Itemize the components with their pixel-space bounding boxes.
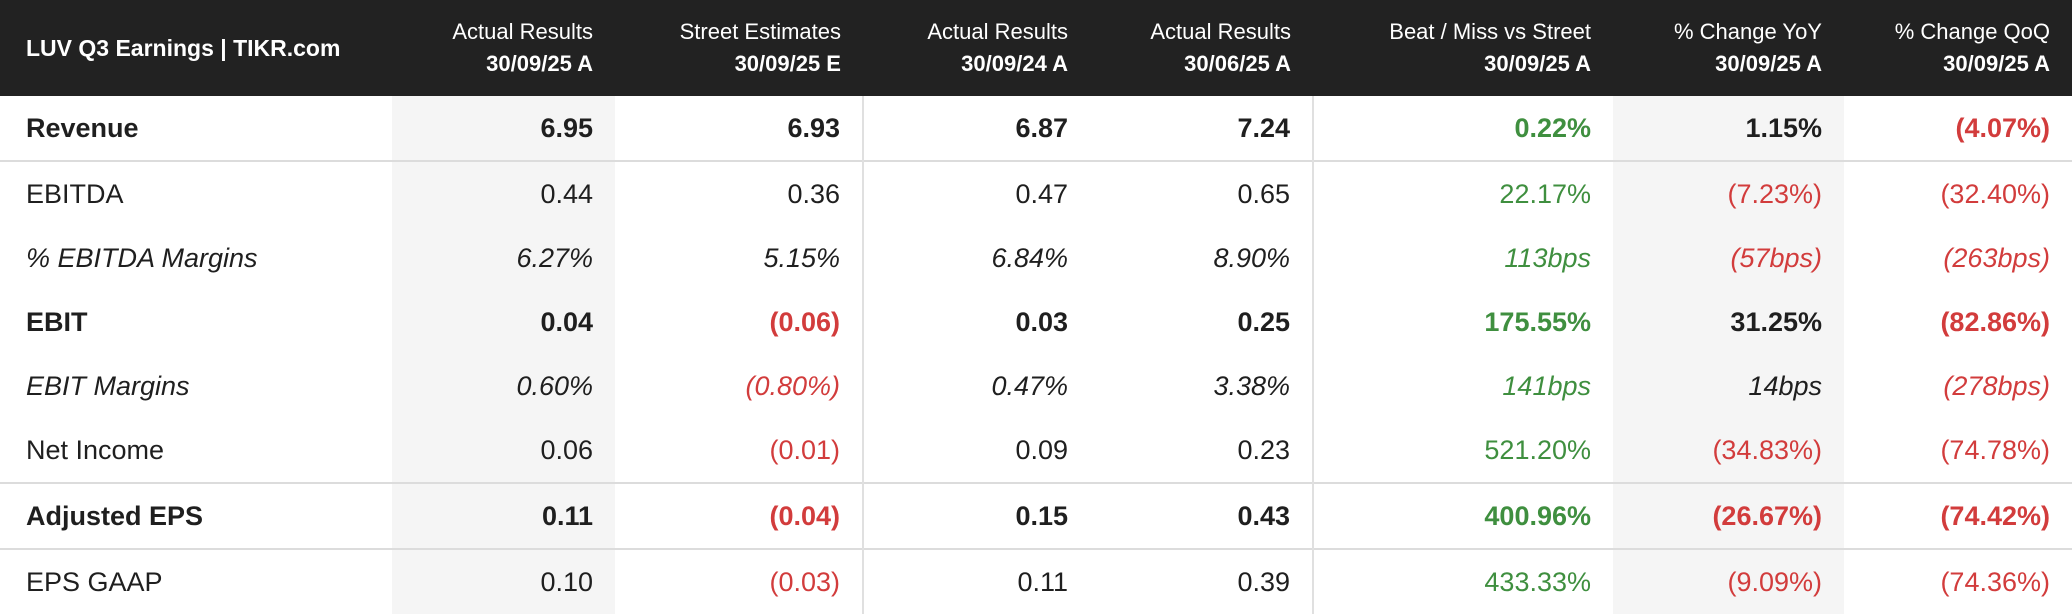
table-cell: (263bps) [1943,242,2050,273]
table-cell: (4.07%) [1955,112,2050,143]
row-label: EPS GAAP [0,548,392,614]
col-header-line1: Actual Results [927,19,1068,44]
table-cell: 8.90% [1213,242,1290,273]
col-header-beat-miss: Beat / Miss vs Street 30/09/25 A [1313,0,1613,96]
col-header-line2: 30/09/25 A [486,51,593,76]
table-cell: (26.67%) [1613,482,1844,549]
table-cell: 3.38% [1213,370,1290,401]
table-cell: 0.22% [1312,96,1613,161]
table-cell: 6.93 [787,112,840,143]
table-cell: 400.96% [1312,482,1613,549]
table-cell: 22.17% [1312,160,1613,226]
col-header-actual-q3-2024: Actual Results 30/09/24 A [863,0,1090,96]
table-cell: 521.20% [1312,418,1613,483]
row-label: EBITDA [0,160,392,226]
col-header-line2: 30/09/25 E [734,51,841,76]
table-cell: (9.09%) [1613,548,1844,614]
table-cell: 6.27% [392,226,615,290]
row-label: EBIT Margins [26,370,190,401]
col-header-line1: Beat / Miss vs Street [1389,19,1591,44]
table-row: EBIT Margins 0.60% (0.80%) 0.47% 3.38% 1… [0,354,2072,418]
col-header-change-qoq: % Change QoQ 30/09/25 A [1844,0,2072,96]
table-cell: (34.83%) [1613,418,1844,483]
table-cell: 0.60% [392,354,615,418]
col-header-line1: % Change YoY [1673,19,1822,44]
table-cell: (0.06) [769,306,840,337]
col-header-line2: 30/09/25 A [1484,51,1591,76]
col-header-actual-q2-2025: Actual Results 30/06/25 A [1090,0,1313,96]
table-cell: 31.25% [1613,290,1844,354]
table-cell: (74.78%) [1940,434,2050,465]
col-header-line2: 30/06/25 A [1184,51,1291,76]
table-cell: (32.40%) [1844,160,2072,226]
col-header-line2: 30/09/25 A [1715,51,1822,76]
table-cell: 113bps [1312,226,1613,290]
table-cell: (278bps) [1943,370,2050,401]
row-label: % EBITDA Margins [26,242,258,273]
col-header-line1: Actual Results [452,19,593,44]
table-cell: 6.87 [862,96,1090,161]
table-cell: 0.43 [1090,482,1313,549]
col-header-change-yoy: % Change YoY 30/09/25 A [1613,0,1844,96]
table-cell: 433.33% [1312,548,1613,614]
table-cell: 0.47% [862,354,1090,418]
table-cell: 0.39 [1090,548,1313,614]
table-cell: (82.86%) [1940,306,2050,337]
table-cell: 0.36 [615,160,863,226]
table-cell: 0.65 [1090,160,1313,226]
table-title: LUV Q3 Earnings | TIKR.com [0,0,392,96]
table-cell: (0.80%) [745,370,840,401]
table-cell: 0.11 [862,548,1090,614]
table-cell: 175.55% [1312,290,1613,354]
table-cell: (74.36%) [1844,548,2072,614]
table-row: Revenue 6.95 6.93 6.87 7.24 0.22% 1.15% … [0,96,2072,161]
table-cell: (0.03) [615,548,863,614]
table-cell: 0.23 [1237,434,1290,465]
table-cell: (0.04) [615,482,863,549]
table-cell: 0.10 [392,548,615,614]
table-cell: (0.01) [769,434,840,465]
col-header-street-estimates: Street Estimates 30/09/25 E [615,0,863,96]
table-cell: 0.47 [862,160,1090,226]
col-header-line2: 30/09/24 A [961,51,1068,76]
row-label: Revenue [26,112,139,143]
table-cell: 6.84% [862,226,1090,290]
table-row: EBITDA 0.44 0.36 0.47 0.65 22.17% (7.23%… [0,160,2072,226]
header-row: LUV Q3 Earnings | TIKR.com Actual Result… [0,0,2072,96]
row-label: Net Income [26,434,165,465]
table-cell: 0.15 [862,482,1090,549]
table-cell: 141bps [1312,354,1613,418]
col-header-line1: Street Estimates [679,19,841,44]
table-cell: 0.09 [862,418,1090,483]
table-cell: (7.23%) [1613,160,1844,226]
table-row: EBIT 0.04 (0.06) 0.03 0.25 175.55% 31.25… [0,290,2072,354]
table-cell: 0.44 [392,160,615,226]
table-cell: 0.04 [392,290,615,354]
table-cell: 6.95 [392,96,615,161]
table-row: EPS GAAP 0.10 (0.03) 0.11 0.39 433.33% (… [0,548,2072,614]
col-header-line2: 30/09/25 A [1943,51,2050,76]
table-cell: (57bps) [1613,226,1844,290]
table-cell: 0.25 [1237,306,1290,337]
col-header-line1: Actual Results [1150,19,1291,44]
table-cell: 7.24 [1237,112,1290,143]
table-cell: (74.42%) [1844,482,2072,549]
table-row: % EBITDA Margins 6.27% 5.15% 6.84% 8.90%… [0,226,2072,290]
table-row: Net Income 0.06 (0.01) 0.09 0.23 521.20%… [0,418,2072,483]
table-cell: 5.15% [763,242,840,273]
table-cell: 0.06 [392,418,615,483]
table-cell: 0.11 [392,482,615,549]
col-header-actual-q3-2025: Actual Results 30/09/25 A [392,0,615,96]
col-header-line1: % Change QoQ [1894,19,2050,44]
table-cell: 14bps [1613,354,1844,418]
table-cell: 1.15% [1613,96,1844,161]
row-label: Adjusted EPS [0,482,392,549]
table-cell: 0.03 [862,290,1090,354]
table-row: Adjusted EPS 0.11 (0.04) 0.15 0.43 400.9… [0,482,2072,549]
row-label: EBIT [26,306,88,337]
